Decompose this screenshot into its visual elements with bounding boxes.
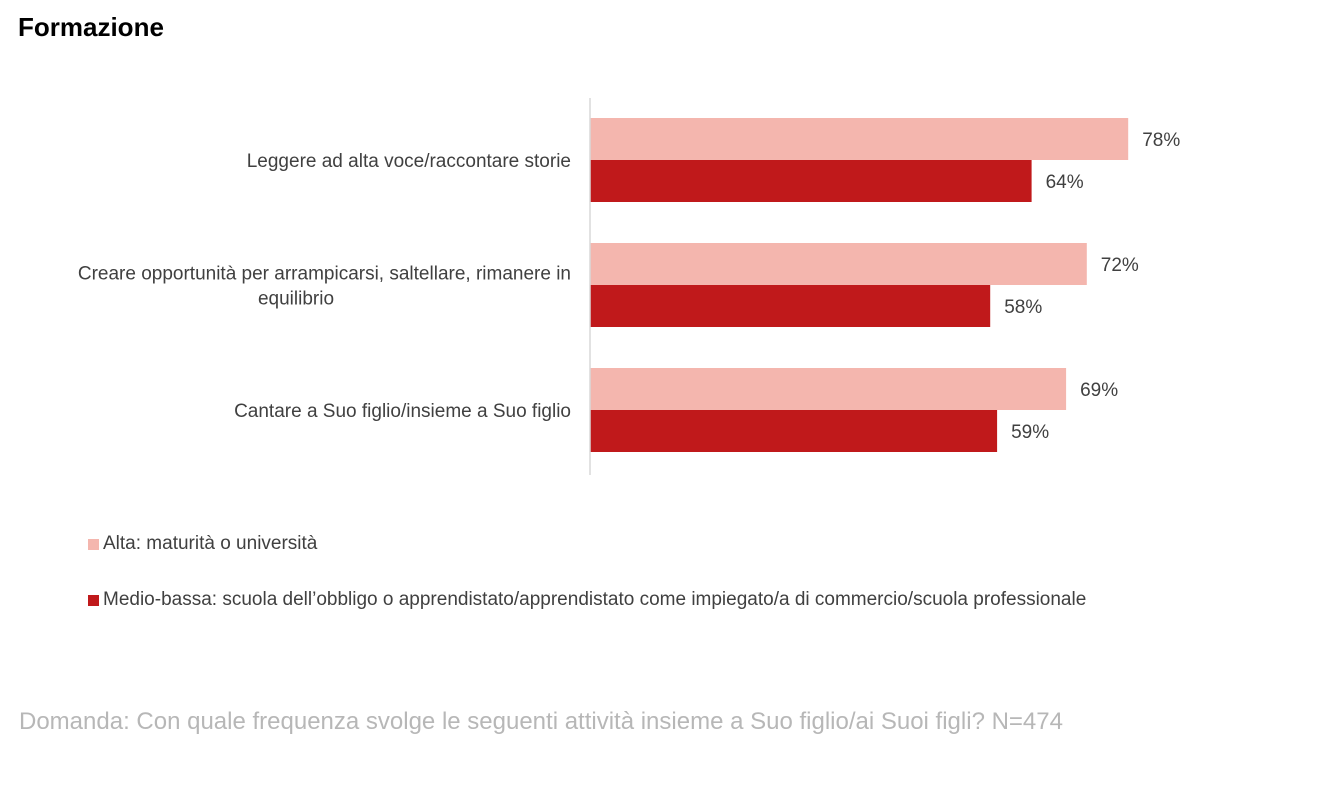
legend-swatch-alta [88, 538, 99, 550]
legend-label-medio-bassa: Medio-bassa: scuola dell’obbligo o appre… [103, 589, 1087, 610]
bar-alta [590, 368, 1067, 410]
bar-alta [590, 118, 1129, 160]
category-label: equilibrio [258, 289, 334, 310]
data-label: 58% [1004, 297, 1042, 318]
bar-chart: Leggere ad alta voce/raccontare storie 78… [78, 98, 1180, 475]
legend-label-alta: Alta: maturità o università [103, 533, 318, 554]
bar-medio-bassa [590, 160, 1032, 202]
data-label: 59% [1011, 422, 1049, 443]
data-label: 72% [1101, 255, 1139, 276]
chart-title: Formazione [18, 12, 164, 42]
bar-alta [590, 243, 1087, 285]
legend-item-alta: Alta: maturità o università [88, 533, 317, 555]
data-label: 69% [1080, 380, 1118, 401]
data-label: 64% [1046, 172, 1084, 193]
bar-medio-bassa [590, 285, 991, 327]
category-label: Leggere ad alta voce/raccontare storie [247, 151, 571, 172]
footnote: Domanda: Con quale frequenza svolge le s… [19, 708, 1063, 735]
legend-swatch-medio-bassa [88, 594, 99, 606]
category-label: Creare opportunità per arrampicarsi, sal… [78, 264, 571, 285]
legend-item-medio-bassa: Medio-bassa: scuola dell’obbligo o appre… [88, 589, 1086, 611]
bar-medio-bassa [590, 410, 998, 452]
category-label: Cantare a Suo figlio/insieme a Suo figli… [234, 401, 571, 422]
data-label: 78% [1142, 130, 1180, 151]
